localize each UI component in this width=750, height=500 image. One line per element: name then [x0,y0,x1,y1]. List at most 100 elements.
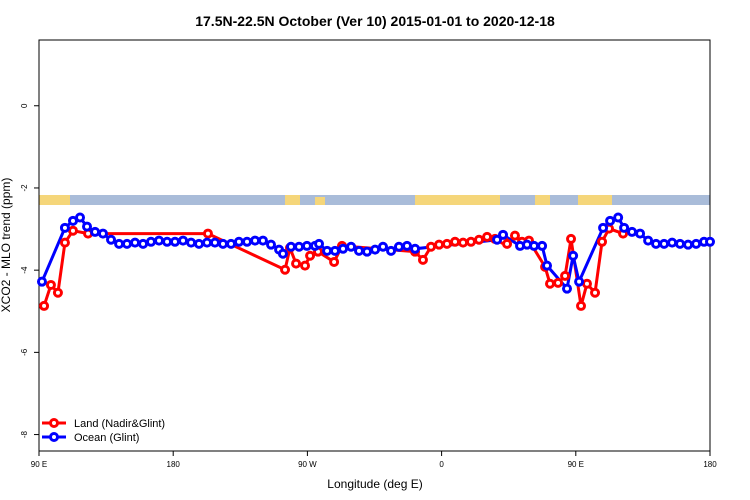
y-tick-label: -4 [20,266,29,274]
data-point [59,237,70,248]
data-point [402,240,413,251]
data-point [562,283,573,294]
data-point [651,238,662,249]
data-point [45,279,56,290]
data-point [154,235,165,246]
data-point [590,287,601,298]
data-point [82,221,93,232]
data-point [300,260,311,271]
data-point [598,222,609,233]
data-point [75,212,86,223]
data-point [193,238,204,249]
data-point [226,238,237,249]
data-point [635,228,646,239]
data-point [291,258,302,269]
map-strip [39,195,710,205]
data-point [537,240,548,251]
data-point [266,239,277,250]
data-point [529,240,540,251]
marks [36,212,715,311]
data-point [322,245,333,256]
y-tick-label: -8 [20,430,29,438]
data-point [178,235,189,246]
data-point [393,241,404,252]
data-point [114,238,125,249]
data-point [121,238,132,249]
legend-label: Ocean (Glint) [74,432,139,444]
x-tick-label: 0 [439,460,444,469]
legend: Land (Nadir&Glint) Ocean (Glint) [42,418,165,444]
data-point [301,240,312,251]
data-point [130,237,141,248]
data-point [346,241,357,252]
legend-label: Land (Nadir&Glint) [74,418,165,430]
data-point [386,245,397,256]
data-point [250,235,261,246]
y-tick-label: -2 [20,184,29,192]
data-point [59,222,70,233]
data-point [502,238,513,249]
x-tick-label: 180 [703,460,717,469]
data-point [691,238,702,249]
data-point [52,287,63,298]
x-tick-label: 90 W [298,460,317,469]
data-point [242,236,253,247]
data-point [675,238,686,249]
y-axis-label: XCO2 - MLO trend (ppm) [0,178,13,313]
data-point [162,236,173,247]
data-point [329,256,340,267]
data-point [169,236,180,247]
data-point [667,237,678,248]
data-point [338,243,349,254]
data-point [138,238,149,249]
data-point [568,250,579,261]
x-tick-label: 180 [167,460,181,469]
data-point [509,230,520,241]
data-point [492,234,503,245]
data-point [305,250,316,261]
data-point [683,239,694,250]
data-point [474,234,485,245]
data-point [410,243,421,254]
data-point [39,300,50,311]
data-point [597,236,608,247]
data-point [542,260,553,271]
data-point [553,277,564,288]
data-point [560,270,571,281]
legend-marker [49,432,59,442]
data-point [277,248,288,259]
data-point [613,212,624,223]
data-point [619,222,630,233]
data-point [426,241,437,252]
data-point [574,276,585,287]
data-point [643,235,654,246]
data-point [498,229,509,240]
data-point [233,236,244,247]
data-point [627,226,638,237]
y-tick-label: -6 [20,348,29,356]
data-point [294,241,305,252]
data-point [458,237,469,248]
data-point [257,235,268,246]
legend-marker [49,418,59,428]
data-point [202,228,213,239]
data-point [353,245,364,256]
data-point [145,236,156,247]
data-point [285,241,296,252]
data-point [566,233,577,244]
data-point [314,238,325,249]
data-point [67,225,78,236]
data-point [370,244,381,255]
data-point [441,238,452,249]
data-point [202,237,213,248]
data-point [186,237,197,248]
data-point [280,264,291,275]
data-point [545,278,556,289]
data-point [605,215,616,226]
data-point [482,231,493,242]
data-point [36,276,47,287]
data-point [417,254,428,265]
x-axis-label: Longitude (deg E) [327,477,422,491]
